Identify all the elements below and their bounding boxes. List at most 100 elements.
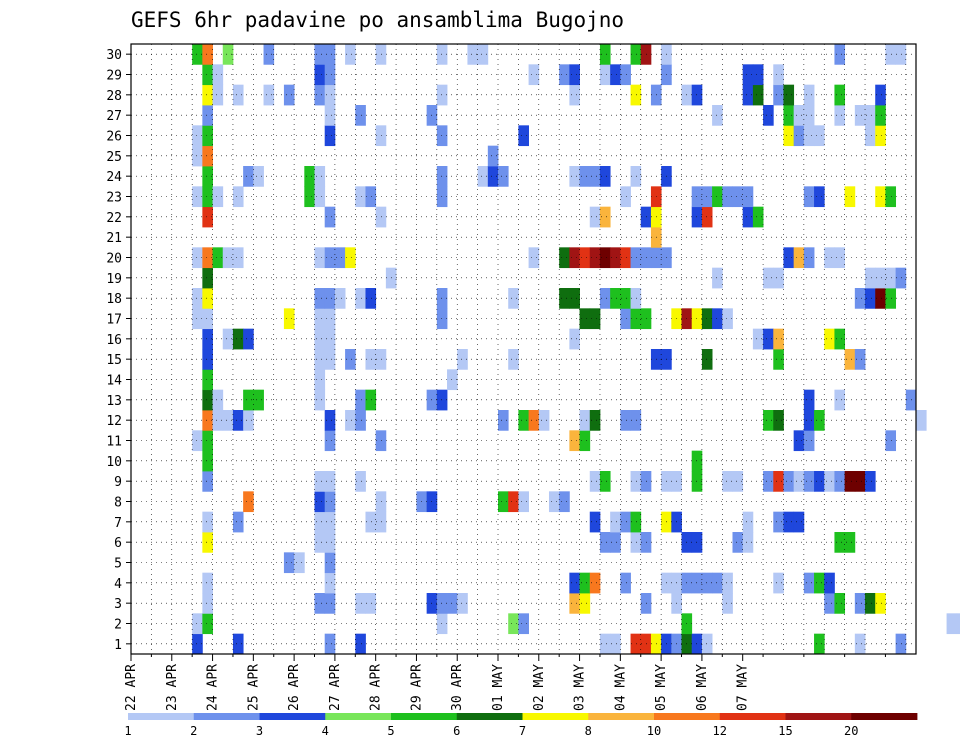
dotted-grid: [130, 44, 916, 654]
colorbar-label-5: 5: [387, 724, 394, 738]
x-label-5: 27 APR: [328, 664, 343, 711]
heat-cell-r18-c20: [334, 288, 346, 309]
heat-cell-r30-c24: [375, 44, 387, 65]
heat-cell-r25-c35: [487, 145, 499, 167]
heat-cell-r3-c30: [436, 593, 448, 614]
heat-cell-r29-c46: [599, 64, 611, 86]
heat-cell-r20-c7: [202, 247, 213, 269]
heat-cell-r12-c66: [803, 410, 815, 431]
heat-cell-r4-c67: [814, 572, 825, 594]
heat-cell-r27-c57: [712, 105, 723, 126]
heat-cell-r17-c58: [722, 308, 733, 330]
heat-cell-r27-c64: [783, 105, 795, 126]
heat-cell-r27-c65: [793, 105, 805, 126]
heat-cell-r20-c66: [803, 247, 815, 269]
heat-cell-r9-c66: [803, 471, 815, 492]
heat-cell-r29-c47: [610, 64, 621, 86]
heat-cell-r23-c70: [844, 186, 856, 208]
heat-cell-r20-c49: [630, 247, 642, 269]
heat-cell-r28-c18: [314, 84, 326, 106]
heat-cell-r1-c56: [701, 633, 713, 655]
heat-cell-r18-c7: [202, 288, 213, 309]
heat-cell-r20-c47: [610, 247, 621, 269]
heat-cell-r14-c18: [314, 369, 326, 391]
heat-cell-r26-c24: [375, 125, 387, 147]
x-label-1: 23 APR: [165, 664, 180, 711]
heat-cell-r11-c44: [579, 430, 591, 452]
heat-cell-r29-c63: [773, 64, 784, 86]
heat-cell-r28-c64: [783, 84, 795, 106]
heat-cell-r1-c71: [854, 633, 866, 655]
heat-cell-r7-c10: [232, 511, 244, 533]
colorbar-label-10: 10: [647, 724, 661, 738]
heat-cell-r22-c24: [375, 206, 387, 228]
heat-cell-r20-c9: [222, 247, 234, 269]
heat-cell-r19-c62: [763, 267, 774, 289]
y-label-10: 10: [106, 455, 122, 470]
x-label-0: 22 APR: [124, 664, 139, 711]
heat-cell-r19-c75: [895, 267, 907, 289]
y-label-15: 15: [106, 353, 122, 368]
heat-cell-r8-c11: [243, 491, 254, 513]
heat-cell-r7-c48: [620, 511, 631, 533]
heat-cell-r28-c73: [875, 84, 886, 106]
y-label-29: 29: [106, 69, 122, 84]
heat-cell-r3-c19: [324, 593, 336, 614]
heat-cell-r4-c44: [579, 572, 591, 594]
heat-cell-r18-c18: [314, 288, 326, 309]
heat-cell-r19-c72: [865, 267, 876, 289]
x-label-4: 26 APR: [287, 664, 302, 711]
heat-cell-r20-c19: [324, 247, 336, 269]
heat-cell-r4-c58: [722, 572, 733, 594]
heat-cell-r6-c49: [630, 532, 642, 553]
heat-cell-r9-c63: [773, 471, 784, 492]
heat-cell-r6-c70: [844, 532, 856, 553]
heat-cell-r22-c46: [599, 206, 611, 228]
heat-cell-r12-c21: [345, 410, 356, 431]
heat-cell-r12-c49: [630, 410, 642, 431]
heat-cell-r7-c24: [375, 511, 387, 533]
heat-cell-r20-c6: [192, 247, 203, 269]
heat-cell-r9-c71: [854, 471, 866, 492]
y-label-6: 6: [114, 536, 122, 551]
colorbar: 1 2 3 4 5 6 7 8 10 12 15 20: [124, 713, 918, 738]
colorbar-swatch-9: [719, 713, 786, 720]
y-label-26: 26: [106, 130, 122, 145]
heat-cell-r29-c18: [314, 64, 326, 86]
heat-cell-r1-c10: [232, 633, 244, 655]
plot-frame: [130, 43, 917, 655]
heat-cell-r24-c18: [314, 166, 326, 187]
heat-cell-r18-c42: [559, 288, 570, 309]
heat-cell-r19-c7: [202, 267, 213, 289]
heat-cell-r26-c19: [324, 125, 336, 147]
heat-cell-r28-c69: [834, 84, 846, 106]
heat-cell-r23-c22: [355, 186, 366, 208]
heat-cell-r3-c43: [569, 593, 580, 614]
heat-cell-r23-c67: [814, 186, 825, 208]
heat-cell-r7-c23: [365, 511, 377, 533]
heat-cell-r20-c65: [793, 247, 805, 269]
heat-cell-r30-c7: [202, 44, 213, 65]
heat-cell-r13-c12: [253, 389, 264, 411]
heat-cell-r20-c42: [559, 247, 570, 269]
heat-cell-r17-c19: [324, 308, 336, 330]
heat-cell-r30-c21: [345, 44, 356, 65]
heat-cell-r1-c75: [895, 633, 907, 655]
heat-cell-r8-c24: [375, 491, 387, 513]
heat-cell-r27-c62: [763, 105, 774, 126]
heat-cell-r30-c33: [467, 44, 479, 65]
heat-cell-r17-c57: [712, 308, 723, 330]
heat-cell-r27-c66: [803, 105, 815, 126]
heat-cell-r11-c74: [885, 430, 897, 452]
x-label-3: 25 APR: [246, 664, 261, 711]
heat-cell-r27-c19: [324, 105, 336, 126]
heat-cell-r24-c45: [589, 166, 601, 187]
heat-cell-r27-c72: [865, 105, 876, 126]
y-label-27: 27: [106, 109, 122, 124]
heat-cell-r16-c10: [232, 328, 244, 350]
heat-cell-r24-c49: [630, 166, 642, 187]
heat-cell-r20-c18: [314, 247, 326, 269]
heat-cell-r9-c69: [834, 471, 846, 492]
heat-cell-r28-c30: [436, 84, 448, 106]
heat-cell-r12-c67: [814, 410, 825, 431]
